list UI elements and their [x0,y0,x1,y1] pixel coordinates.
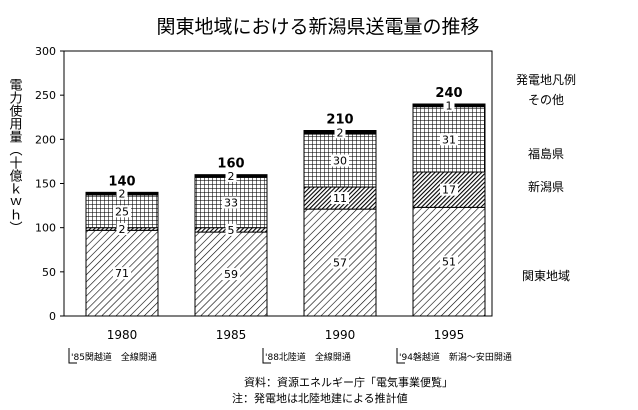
segment-label: 33 [224,196,238,209]
y-tick-label: 300 [35,45,56,58]
segment-label-bg [440,183,458,196]
legend-item: 福島県 [528,146,564,161]
segment-label-bg [331,192,349,205]
y-tick-label: 250 [35,89,56,102]
segment-label: 71 [115,267,129,280]
estimate-note: 注：発電地は北陸地建による推計値 [232,391,408,405]
segment-label: 11 [333,192,347,205]
segment-label-bg [331,154,349,167]
total-label: 240 [435,86,462,101]
y-tick-label: 50 [42,266,56,279]
y-tick-label: 100 [35,222,56,235]
segment-labels: 71 2 25 2 59 5 33 2 57 11 30 2 51 17 31 1 [113,99,458,281]
segment-label-bg [331,256,349,269]
x-tick-label: 1995 [434,328,465,342]
segment-label: 1 [446,99,453,112]
y-tick-label: 150 [35,178,56,191]
chart-title: 関東地域における新潟県送電量の推移 [156,16,479,38]
notes: 資料：資源エネルギー庁「電気事業便覧」注：発電地は北陸地建による推計値 [232,375,453,405]
total-label: 210 [326,113,353,128]
y-axis-label: 電力使用量（十億ｋｗｈ） [7,78,23,234]
segment-label-bg [222,196,240,209]
annotations: '85関越道 全線開通 '88北陸道 全線開通 '94磐越道 新潟～安田開通 [68,348,512,364]
legend-item: 新潟県 [528,179,564,194]
segment-label: 17 [442,184,456,197]
x-tick-label: 1980 [107,328,138,342]
segment-label-bg [113,205,131,218]
segment-label-bg [443,99,455,112]
annotation-label: '85関越道 全線開通 [71,351,157,363]
x-tick-label: 1985 [216,328,247,342]
segment-label: 2 [337,126,344,139]
segment-label: 57 [333,257,347,270]
total-label: 140 [108,174,135,189]
segment-label-bg [222,268,240,281]
segment-label: 5 [228,224,235,237]
x-tick-label: 1990 [325,328,356,342]
annotation-bracket [396,348,405,364]
segment-label: 30 [333,155,347,168]
annotation-label: '94磐越道 新潟～安田開通 [399,351,512,363]
segment-label: 2 [228,170,235,183]
bar-segment [303,208,377,317]
source-note: 資料：資源エネルギー庁「電気事業便覧」 [244,375,453,389]
axes: 0 50 100 150 200 250 300 [35,45,493,323]
segment-label-bg [440,133,458,146]
segment-label: 51 [442,256,456,269]
y-tick-label: 0 [49,310,56,323]
annotation-bracket [262,348,271,364]
total-label: 160 [217,157,244,172]
segment-label: 25 [115,205,129,218]
legend-title: 発電地凡例 [516,73,576,87]
segment-label-bg [113,267,131,280]
y-tick-label: 200 [35,133,56,146]
legend-item: 関東地域 [522,269,570,283]
segment-label-bg [116,222,128,235]
segment-label-bg [440,255,458,268]
total-labels: 140 160 210 240 [108,86,462,189]
segment-label-bg [334,126,346,139]
legend-item: その他 [528,93,564,107]
segment-label-bg [225,223,237,236]
segment-label: 2 [119,188,126,201]
segment-label-bg [116,187,128,200]
annotation-bracket [68,348,77,364]
x-tick-labels: 1980 1985 1990 1995 [107,328,465,342]
segment-label: 2 [119,223,126,236]
annotation-label: '88北陸道 全線開通 [265,351,351,363]
segment-label: 31 [442,133,456,146]
bars [85,103,486,317]
segment-label-bg [225,169,237,182]
segment-label: 59 [224,268,238,281]
